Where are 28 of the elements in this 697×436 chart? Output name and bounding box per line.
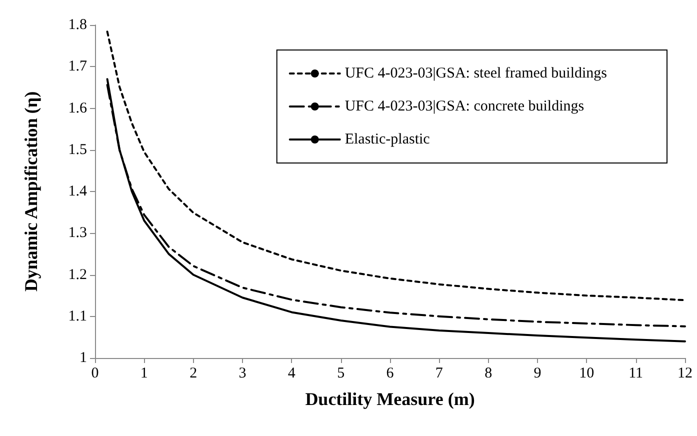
y-tick-label: 1.7	[68, 58, 88, 75]
legend-label: UFC 4-023-03|GSA: steel framed buildings	[344, 66, 608, 82]
y-tick-label: 1.8	[68, 17, 87, 33]
x-tick-label: 8	[484, 366, 492, 382]
x-axis-title: Ductility Measure (m)	[305, 389, 475, 409]
legend-label: UFC 4-023-03|GSA: concrete buildings	[344, 98, 584, 114]
y-axis-title: Dynamic Ampification (η)	[21, 91, 41, 292]
x-tick-label: 2	[190, 366, 198, 382]
y-tick-label: 1	[80, 350, 87, 366]
x-tick-label: 0	[91, 366, 99, 382]
y-tick-label: 1.3	[68, 225, 87, 242]
line-series	[106, 30, 686, 302]
x-tick-label: 9	[534, 366, 542, 382]
y-tick-label: 1.1	[68, 308, 87, 324]
x-tick-label: 11	[628, 366, 644, 382]
x-tick-label: 5	[337, 366, 345, 382]
x-tick-label: 1	[140, 366, 148, 382]
x-tick-label: 3	[238, 366, 246, 382]
legend-label: Elastic-plastic	[344, 132, 430, 148]
y-tick-label: 1.2	[68, 266, 87, 283]
x-tick-label: 12	[678, 366, 692, 382]
x-tick-label: 4	[288, 366, 296, 382]
x-tick-label: 7	[435, 366, 444, 382]
x-tick-label: 6	[386, 366, 394, 382]
y-tick-label: 1.5	[68, 142, 87, 158]
x-tick-label: 10	[579, 366, 594, 382]
y-tick-label: 1.6	[68, 100, 88, 116]
y-tick-label: 1.4	[68, 184, 88, 200]
